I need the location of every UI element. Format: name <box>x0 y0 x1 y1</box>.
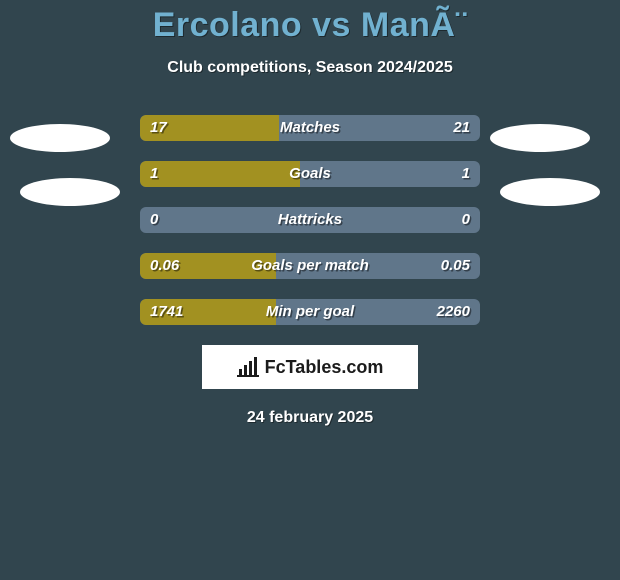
stat-label: Goals <box>140 161 480 187</box>
page-title: Ercolano vs ManÃ¨ <box>0 0 620 45</box>
stat-row: 00Hattricks <box>0 207 620 233</box>
date-label: 24 february 2025 <box>0 409 620 427</box>
brand-box[interactable]: FcTables.com <box>202 345 418 389</box>
brand-text: FcTables.com <box>265 357 384 378</box>
stat-row: 0.060.05Goals per match <box>0 253 620 279</box>
stat-row: 1721Matches <box>0 115 620 141</box>
stat-label: Min per goal <box>140 299 480 325</box>
stat-label: Hattricks <box>140 207 480 233</box>
stat-row: 11Goals <box>0 161 620 187</box>
stat-label: Matches <box>140 115 480 141</box>
bar-chart-icon <box>237 357 261 377</box>
stat-row: 17412260Min per goal <box>0 299 620 325</box>
page-subtitle: Club competitions, Season 2024/2025 <box>0 59 620 77</box>
stat-label: Goals per match <box>140 253 480 279</box>
